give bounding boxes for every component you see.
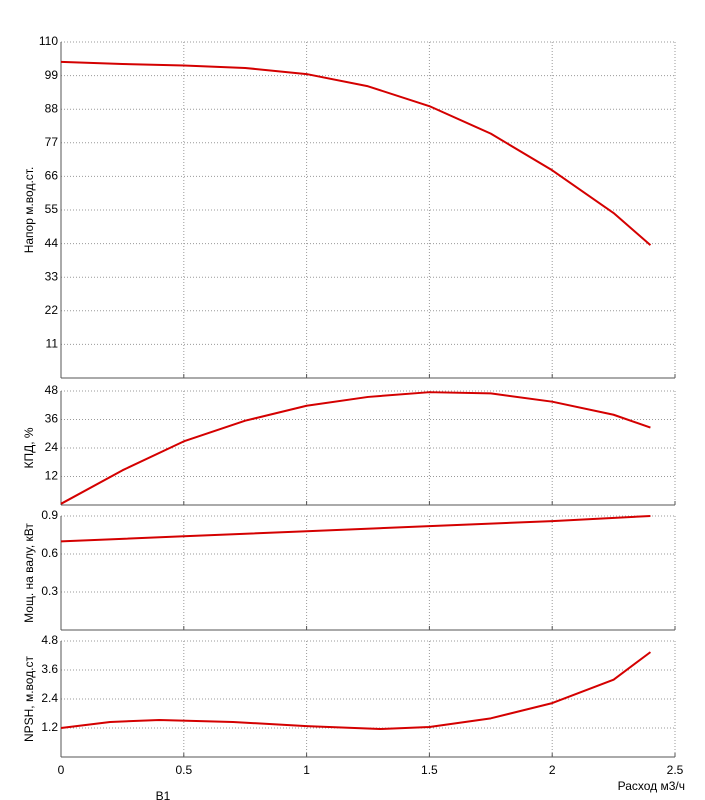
y-tick-label: 3.6 [41,662,58,676]
y-tick-label: 88 [45,101,59,115]
y-tick-label: 12 [45,469,59,483]
x-tick-label: 1 [303,763,310,777]
x-tick-label: 1.5 [421,763,438,777]
series-line [60,515,651,543]
y-tick-label: 33 [45,269,59,283]
x-axis-label: Расход м3/ч [618,779,685,793]
y-tick-label: 4.8 [41,633,58,647]
y-tick-label: 55 [45,202,59,216]
x-tick-label: 2.5 [667,763,684,777]
y-tick-label: 0.6 [41,546,58,560]
y-axis-label: Напор м.вод.ст. [22,167,36,254]
series-line [60,391,651,505]
x-tick-label: 0 [58,763,65,777]
y-tick-label: 11 [46,337,59,351]
y-tick-label: 48 [45,383,59,397]
y-tick-label: 22 [45,303,59,317]
y-tick-label: 44 [45,236,59,250]
series-line [60,60,652,246]
y-tick-label: 24 [45,440,59,454]
y-tick-label: 77 [45,135,59,149]
y-tick-label: 36 [45,412,59,426]
y-tick-label: 99 [45,68,59,82]
x-tick-label: 2 [549,763,556,777]
y-axis-label: NPSH, м.вод.ст [22,655,36,742]
series-line [60,651,652,730]
y-tick-label: 1.2 [41,720,58,734]
y-axis-label: Мощ. на валу, кВт [22,523,36,623]
footer-text: В1 [156,789,171,800]
y-axis-label: КПД, % [22,427,36,468]
y-tick-label: 0.9 [41,508,58,522]
y-tick-label: 0.3 [41,584,58,598]
y-tick-label: 110 [39,34,58,48]
x-tick-label: 0.5 [175,763,192,777]
y-tick-label: 66 [45,169,59,183]
y-tick-label: 2.4 [41,691,58,705]
